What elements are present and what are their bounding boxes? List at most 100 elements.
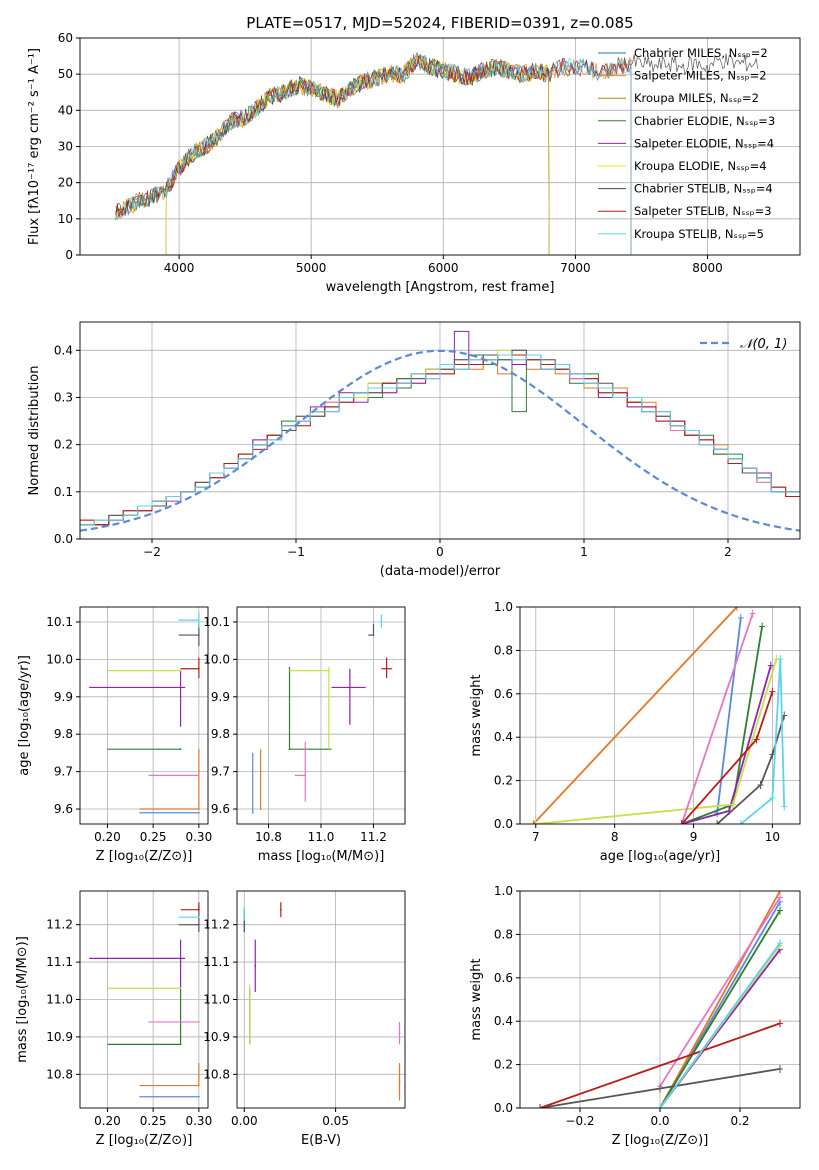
mass-weight-vs-Z-y-tick-label: 0.6 bbox=[494, 971, 513, 985]
mass-vs-Z-marks bbox=[89, 902, 200, 1098]
residuals-y-tick-label: 0.1 bbox=[54, 485, 73, 499]
spectrum-title: PLATE=0517, MJD=52024, FIBERID=0391, z=0… bbox=[246, 14, 633, 32]
age-vs-mass-point bbox=[348, 686, 351, 689]
mass-weight-vs-Z-y-tick-label: 0.4 bbox=[494, 1014, 513, 1028]
mass-weight-vs-age-marker bbox=[769, 687, 776, 696]
spectrum-series-line bbox=[165, 54, 550, 255]
mass-weight-vs-Z-y-tick-label: 0.8 bbox=[494, 927, 513, 941]
mass-weight-vs-age-y-tick-label: 0.0 bbox=[494, 817, 513, 831]
mass-vs-Z-x-tick-label: 0.30 bbox=[185, 1114, 212, 1128]
mass-weight-vs-Z-marker bbox=[537, 1104, 543, 1108]
mass-vs-Z-point bbox=[197, 923, 200, 926]
age-vs-Z-y-tick-label: 10.1 bbox=[46, 615, 73, 629]
age-vs-Z-marks bbox=[89, 612, 200, 814]
mass-weight-vs-Z-line bbox=[539, 1022, 781, 1108]
mass-weight-vs-age-y-tick-label: 0.8 bbox=[494, 643, 513, 657]
mass-weight-vs-age-marker bbox=[757, 780, 764, 789]
normal-reference-curve bbox=[80, 349, 800, 532]
mass-vs-Z-y-tick-label: 11.1 bbox=[46, 955, 73, 969]
spectrum-y-tick-label: 50 bbox=[58, 67, 73, 81]
age-vs-mass-point bbox=[288, 748, 291, 751]
residuals-frame bbox=[79, 321, 801, 540]
spectrum-x-tick-label: 4000 bbox=[164, 261, 195, 275]
mass-weight-vs-Z-y-tick-label: 0.2 bbox=[494, 1058, 513, 1072]
mass-vs-Z-x-tick-label: 0.25 bbox=[140, 1114, 167, 1128]
mass-weight-vs-age-line bbox=[740, 659, 786, 824]
spectrum-ylabel: Flux [fλ10⁻¹⁷ erg cm⁻² s⁻¹ A⁻¹] bbox=[27, 48, 42, 245]
mass-vs-Z-y-tick-label: 11.2 bbox=[46, 918, 73, 932]
age-vs-mass-x-tick-label: 11.0 bbox=[308, 830, 335, 844]
residuals-xlabel: (data-model)/error bbox=[380, 564, 501, 579]
residuals-marks bbox=[80, 330, 800, 539]
residuals-x-tick-label: 1 bbox=[580, 545, 588, 559]
mass-vs-Z-ylabel: mass [log₁₀(M/M⊙)] bbox=[15, 936, 30, 1063]
mass-vs-Z-y-tick-label: 10.8 bbox=[46, 1067, 73, 1081]
age-vs-mass-point bbox=[380, 619, 383, 621]
age-vs-Z-panel: 0.20 0.25 0.30 9.6 9.7 9.8 9.9 10.0 10.1 Z [log₁₀… bbox=[17, 606, 212, 864]
age-vs-Z-point bbox=[197, 811, 200, 814]
mass-weight-vs-age-marker bbox=[749, 609, 756, 618]
mass-weight-vs-Z-x-tick-label: 0.2 bbox=[730, 1114, 749, 1128]
mass-vs-ebv-point bbox=[248, 1013, 251, 1016]
age-vs-Z-x-tick-label: 0.20 bbox=[94, 830, 121, 844]
mass-weight-vs-age-x-tick-label: 10 bbox=[765, 830, 780, 844]
age-vs-mass-point bbox=[259, 808, 262, 810]
age-vs-mass-point bbox=[385, 667, 388, 670]
mass-vs-ebv-point bbox=[279, 908, 282, 911]
mass-vs-ebv-y-tick-label: 11.0 bbox=[203, 993, 230, 1007]
mass-vs-ebv-y-tick-label: 11.1 bbox=[203, 955, 230, 969]
mass-weight-vs-Z-marker bbox=[777, 1019, 783, 1028]
spectrum-x-tick-label: 7000 bbox=[560, 261, 591, 275]
mass-weight-vs-Z-x-tick-label: 0.0 bbox=[650, 1114, 669, 1128]
age-vs-mass-x-tick-label: 10.8 bbox=[255, 830, 282, 844]
residuals-x-tick-label: 0 bbox=[436, 545, 444, 559]
mass-weight-vs-Z-line bbox=[659, 910, 781, 1108]
mass-weight-vs-age-marker bbox=[753, 735, 760, 744]
mass-vs-Z-point bbox=[197, 916, 200, 919]
mass-vs-Z-panel: 0.20 0.25 0.30 10.8 10.9 11.0 11.1 11.2 Z [log₁₀… bbox=[15, 890, 212, 1148]
mass-weight-vs-age-ylabel: mass weight bbox=[469, 674, 484, 756]
age-vs-Z-xlabel: Z [log₁₀(Z/Z⊙)] bbox=[96, 849, 193, 864]
residuals-x-tick-label: 2 bbox=[724, 545, 732, 559]
spectrum-y-tick-label: 30 bbox=[58, 140, 73, 154]
mass-weight-vs-Z-line bbox=[659, 897, 781, 1087]
age-vs-mass-y-tick-label: 10.0 bbox=[203, 652, 230, 666]
age-vs-Z-point bbox=[197, 808, 200, 810]
mass-weight-vs-age-y-tick-label: 0.4 bbox=[494, 730, 513, 744]
age-vs-Z-point bbox=[197, 667, 200, 670]
age-vs-mass-point bbox=[372, 634, 375, 636]
age-vs-Z-point bbox=[197, 634, 200, 636]
mass-weight-vs-age-line bbox=[716, 715, 786, 824]
mass-vs-ebv-point bbox=[254, 964, 257, 967]
mass-weight-vs-age-marker bbox=[530, 820, 537, 824]
residuals-y-tick-label: 0.4 bbox=[54, 343, 73, 357]
mass-weight-vs-Z-marker bbox=[777, 906, 783, 915]
spectrum-legend-label: Salpeter STELIB, Nₛₛₚ=3 bbox=[634, 204, 772, 218]
mass-vs-ebv-y-tick-label: 10.8 bbox=[203, 1067, 230, 1081]
mass-vs-ebv-xlabel: E(B-V) bbox=[301, 1133, 341, 1148]
age-vs-Z-y-tick-label: 9.8 bbox=[54, 727, 73, 741]
residuals-y-tick-label: 0.3 bbox=[54, 390, 73, 404]
age-vs-Z-point bbox=[197, 774, 200, 777]
mass-weight-vs-age-marker bbox=[714, 820, 721, 824]
mass-weight-vs-Z-y-tick-label: 1.0 bbox=[494, 884, 513, 898]
mass-vs-Z-point bbox=[197, 1084, 200, 1087]
mass-vs-ebv-frame bbox=[236, 890, 406, 1109]
age-vs-mass-y-tick-label: 9.6 bbox=[211, 802, 230, 816]
spectrum-legend-label: Chabrier STELIB, Nₛₛₚ=4 bbox=[634, 182, 773, 196]
age-vs-mass-point bbox=[304, 774, 307, 777]
spectrum-x-tick-label: 6000 bbox=[428, 261, 459, 275]
residuals-y-tick-label: 0.2 bbox=[54, 438, 73, 452]
mass-weight-vs-age-marker bbox=[769, 793, 776, 802]
spectrum-panel: 4000 5000 6000 7000 8000 0 10 20 30 40 50 60 wavelen… bbox=[27, 31, 801, 295]
spectrum-legend-label: Chabrier MILES, Nₛₛₚ=2 bbox=[634, 46, 768, 60]
age-vs-Z-point bbox=[179, 686, 182, 689]
residual-legend-label: 𝒩(0, 1) bbox=[740, 337, 787, 352]
age-vs-mass-point bbox=[327, 669, 330, 672]
spectrum-xlabel: wavelength [Angstrom, rest frame] bbox=[326, 280, 555, 295]
spectrum-legend-label: Kroupa MILES, Nₛₛₚ=2 bbox=[634, 91, 759, 105]
mass-vs-Z-y-tick-label: 10.9 bbox=[46, 1030, 73, 1044]
mass-weight-vs-age-marker bbox=[777, 655, 784, 664]
mass-vs-Z-y-tick-label: 11.0 bbox=[46, 993, 73, 1007]
